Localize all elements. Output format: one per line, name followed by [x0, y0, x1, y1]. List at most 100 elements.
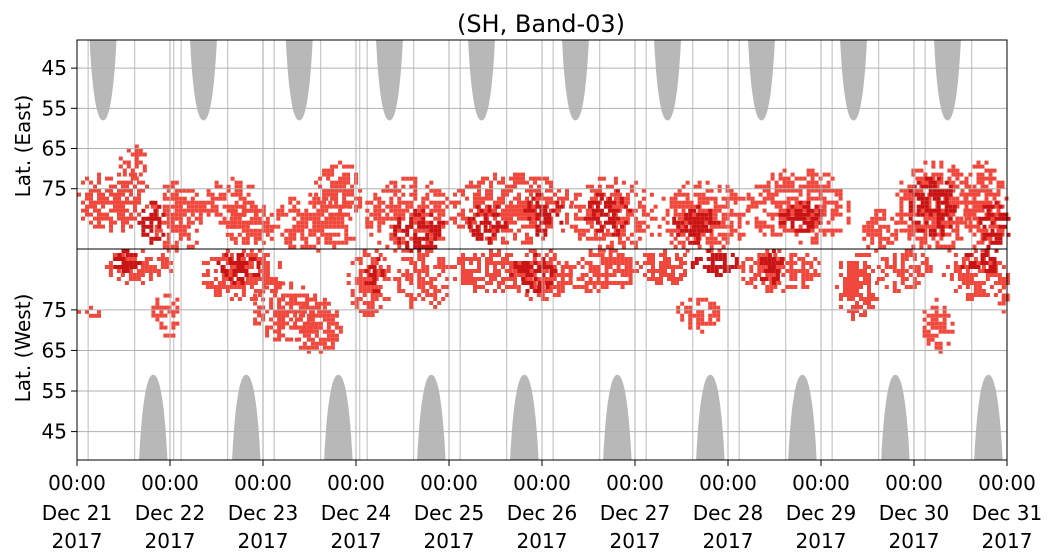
heat-cell	[473, 212, 477, 217]
heat-cell	[382, 273, 387, 277]
heat-cell	[681, 184, 686, 189]
heat-cell	[628, 277, 633, 281]
heat-cell	[714, 273, 719, 277]
heat-cell	[793, 261, 798, 265]
heat-cell	[129, 200, 133, 205]
heat-cell	[907, 224, 912, 229]
heat-cell	[178, 196, 183, 201]
heat-cell	[939, 172, 944, 177]
heat-cell	[149, 224, 154, 229]
heat-cell	[663, 249, 667, 253]
heat-cell	[281, 309, 286, 314]
heat-cell	[116, 269, 121, 273]
heat-cell	[830, 208, 835, 213]
heat-cell	[121, 200, 125, 205]
heat-cell	[597, 248, 602, 253]
heat-cell	[613, 192, 618, 197]
heat-cell	[437, 236, 442, 241]
heat-cell	[936, 204, 941, 209]
heat-cell	[549, 269, 554, 273]
x-tick-label-date: Dec 24	[321, 501, 392, 525]
heat-cell	[932, 180, 937, 185]
heat-cell	[265, 232, 270, 237]
heat-cell	[997, 261, 1002, 265]
heat-cell	[330, 204, 335, 209]
heat-cell	[393, 212, 398, 217]
heat-cell	[697, 196, 702, 201]
heat-cell	[489, 249, 493, 253]
heat-cell	[993, 281, 998, 285]
heat-cell	[621, 180, 626, 185]
heat-cell	[778, 212, 783, 217]
heat-cell	[154, 232, 159, 237]
heat-cell	[919, 176, 924, 181]
heat-cell	[647, 269, 651, 273]
heat-cell	[93, 184, 97, 189]
heat-cell	[306, 329, 311, 334]
heat-cell	[960, 188, 965, 193]
heat-cell	[369, 224, 374, 229]
heat-cell	[855, 261, 859, 265]
x-tick-label-time: 00:00	[978, 471, 1036, 495]
heat-cell	[170, 184, 175, 189]
heat-cell	[655, 269, 659, 273]
heat-cell	[257, 228, 262, 233]
heat-cell	[884, 257, 889, 261]
heat-cell	[397, 220, 402, 225]
heat-cell	[798, 208, 803, 213]
heat-cell	[257, 257, 262, 261]
heat-cell	[697, 244, 702, 249]
heat-cell	[847, 285, 851, 289]
heat-cell	[580, 257, 585, 261]
heat-cell	[505, 208, 509, 213]
heat-cell	[475, 204, 480, 209]
heat-cell	[677, 200, 682, 205]
heat-cell	[778, 200, 783, 205]
heat-cell	[700, 228, 705, 233]
heat-cell	[346, 200, 351, 205]
heat-cell	[389, 200, 394, 205]
heat-cell	[882, 216, 887, 221]
heat-cell	[696, 220, 701, 225]
heat-cell	[441, 236, 446, 241]
heat-cell	[988, 188, 993, 193]
heat-cell	[306, 321, 311, 326]
heat-cell	[573, 216, 578, 221]
heat-cell	[681, 192, 686, 197]
heat-cell	[178, 204, 183, 209]
heat-cell	[552, 253, 557, 257]
x-tick-label-time: 00:00	[699, 471, 757, 495]
heat-cell	[182, 208, 187, 213]
heat-cell	[892, 289, 897, 293]
heat-cell	[437, 208, 442, 213]
heat-cell	[932, 228, 937, 233]
heat-cell	[612, 269, 617, 273]
heat-cell	[628, 261, 633, 265]
heat-cell	[409, 184, 414, 189]
heat-cell	[944, 200, 949, 205]
heat-cell	[417, 212, 422, 217]
heat-cell	[374, 309, 379, 313]
heat-cell	[465, 196, 469, 201]
heat-cell	[210, 196, 215, 201]
heat-cell	[548, 289, 553, 293]
heat-cell	[830, 212, 835, 217]
heat-cell	[729, 220, 734, 225]
heat-cell	[813, 273, 818, 277]
heat-cell	[308, 228, 313, 233]
heat-cell	[859, 297, 863, 301]
heat-cell	[649, 192, 654, 197]
heat-cell	[501, 281, 505, 285]
heat-cell	[1001, 281, 1006, 285]
heat-cell	[437, 224, 442, 229]
heat-cell	[649, 232, 654, 237]
heat-cell	[830, 232, 835, 237]
heat-cell	[716, 305, 721, 310]
heat-cell	[763, 277, 768, 281]
heat-cell	[1001, 297, 1006, 302]
heat-cell	[604, 265, 609, 269]
heat-cell	[113, 208, 117, 213]
heat-cell	[908, 188, 913, 193]
heat-cell	[625, 200, 630, 205]
heat-cell	[560, 285, 565, 289]
